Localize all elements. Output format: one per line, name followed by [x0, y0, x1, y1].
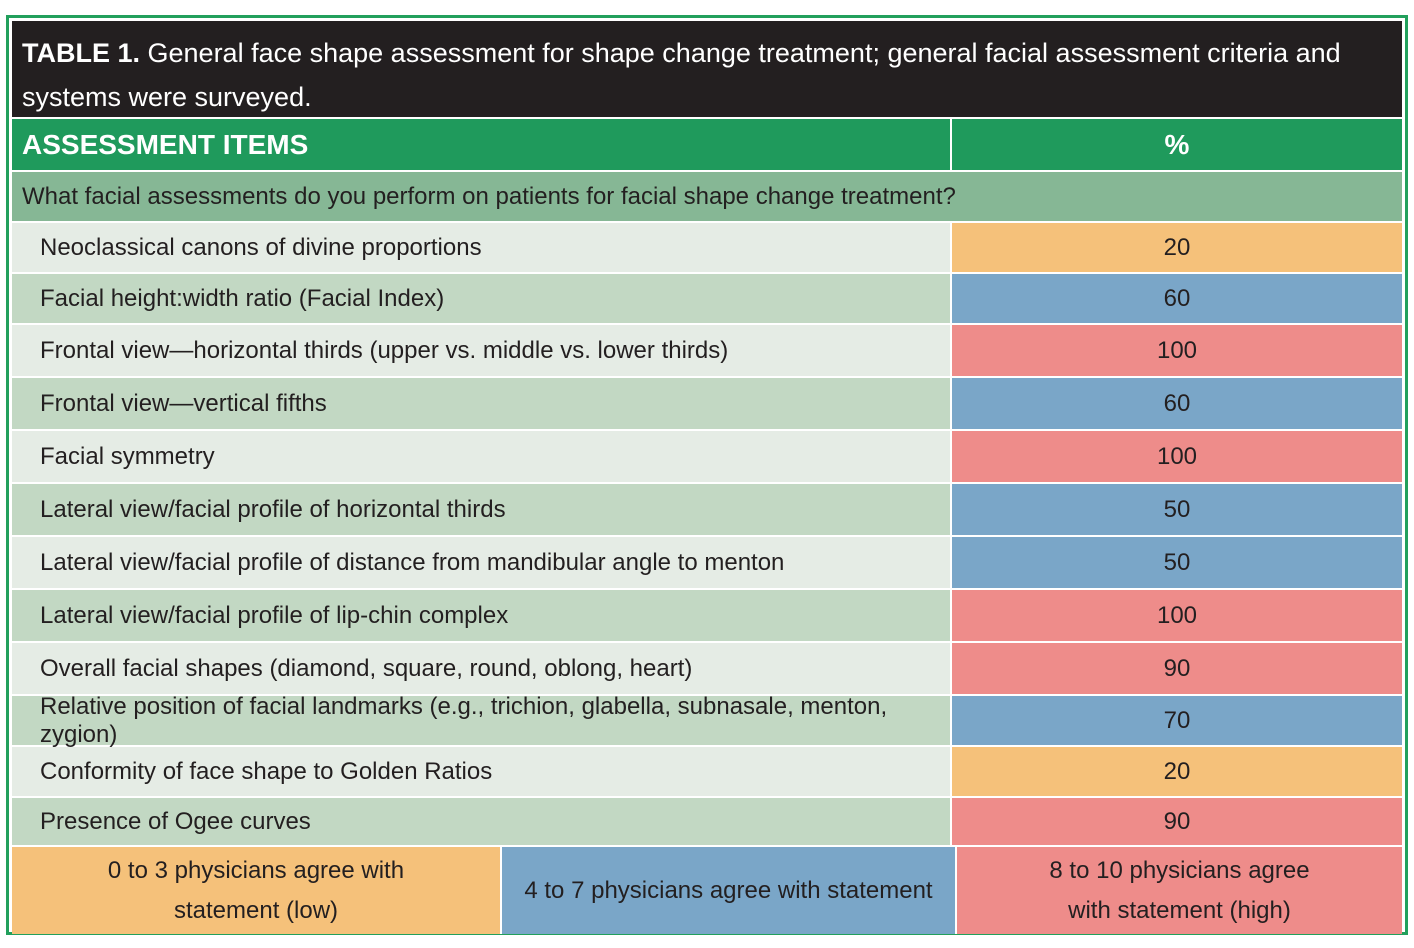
assessment-item-cell: Presence of Ogee curves: [12, 798, 952, 845]
question-row: What facial assessments do you perform o…: [12, 172, 1402, 223]
table-row: Presence of Ogee curves 90: [12, 798, 1402, 847]
percent-cell: 20: [952, 223, 1402, 272]
table-row: Facial symmetry 100: [12, 431, 1402, 484]
legend-high: 8 to 10 physicians agree with statement …: [957, 847, 1402, 934]
percent-cell: 60: [952, 274, 1402, 323]
percent-cell: 100: [952, 590, 1402, 641]
question-text: What facial assessments do you perform o…: [12, 172, 1402, 221]
assessment-item-cell: Neoclassical canons of divine proportion…: [12, 223, 952, 272]
table-body: Neoclassical canons of divine proportion…: [12, 223, 1402, 847]
table-row: Conformity of face shape to Golden Ratio…: [12, 747, 1402, 798]
table-number: TABLE 1.: [22, 38, 141, 68]
assessment-item-cell: Facial symmetry: [12, 431, 952, 482]
percent-cell: 90: [952, 643, 1402, 694]
assessment-item-cell: Overall facial shapes (diamond, square, …: [12, 643, 952, 694]
table-row: Lateral view/facial profile of distance …: [12, 537, 1402, 590]
legend-row: 0 to 3 physicians agree with statement (…: [12, 847, 1402, 934]
table-row: Lateral view/facial profile of lip-chin …: [12, 590, 1402, 643]
assessment-item-cell: Lateral view/facial profile of lip-chin …: [12, 590, 952, 641]
percent-cell: 70: [952, 696, 1402, 745]
column-header-percent: %: [952, 119, 1402, 170]
assessment-item-cell: Lateral view/facial profile of horizonta…: [12, 484, 952, 535]
assessment-item-cell: Frontal view—horizontal thirds (upper vs…: [12, 325, 952, 376]
percent-cell: 20: [952, 747, 1402, 796]
percent-cell: 90: [952, 798, 1402, 845]
assessment-item-cell: Frontal view—vertical fifths: [12, 378, 952, 429]
percent-cell: 50: [952, 484, 1402, 535]
table-row: Frontal view—vertical fifths 60: [12, 378, 1402, 431]
assessment-item-cell: Facial height:width ratio (Facial Index): [12, 274, 952, 323]
assessment-item-cell: Relative position of facial landmarks (e…: [12, 693, 952, 748]
table-row: Relative position of facial landmarks (e…: [12, 693, 1402, 748]
table-row: Facial height:width ratio (Facial Index)…: [12, 274, 1402, 325]
table-caption: TABLE 1. General face shape assessment f…: [12, 21, 1402, 117]
table-row: Frontal view—horizontal thirds (upper vs…: [12, 325, 1402, 378]
assessment-item-cell: Lateral view/facial profile of distance …: [12, 537, 952, 588]
legend-low: 0 to 3 physicians agree with statement (…: [12, 847, 502, 934]
table-row: Neoclassical canons of divine proportion…: [12, 223, 1402, 274]
column-header-assessment-items: ASSESSMENT ITEMS: [12, 119, 952, 170]
percent-cell: 50: [952, 537, 1402, 588]
table-caption-text: General face shape assessment for shape …: [22, 38, 1341, 112]
legend-mid: 4 to 7 physicians agree with statement: [502, 847, 957, 934]
assessment-item-cell: Conformity of face shape to Golden Ratio…: [12, 747, 952, 796]
table-header-row: ASSESSMENT ITEMS %: [12, 119, 1402, 172]
percent-cell: 100: [952, 431, 1402, 482]
table-row: Overall facial shapes (diamond, square, …: [12, 643, 1402, 696]
table-row: Lateral view/facial profile of horizonta…: [12, 484, 1402, 537]
percent-cell: 100: [952, 325, 1402, 376]
table-frame: TABLE 1. General face shape assessment f…: [6, 15, 1408, 935]
assessment-table: ASSESSMENT ITEMS % What facial assessmen…: [12, 119, 1402, 934]
percent-cell: 60: [952, 378, 1402, 429]
